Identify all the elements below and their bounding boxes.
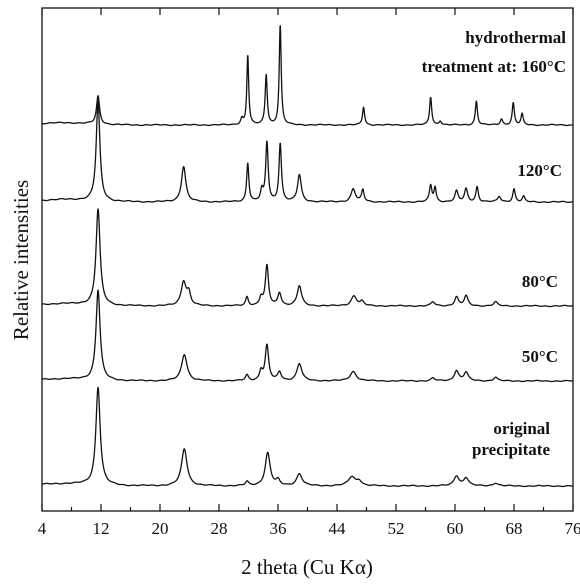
- series-label: 80°C: [522, 272, 558, 291]
- x-tick-label: 28: [211, 519, 228, 538]
- diffraction-traces: [42, 26, 573, 487]
- x-tick-label: 4: [38, 519, 47, 538]
- x-tick-label: 52: [388, 519, 405, 538]
- x-tick-label: 76: [565, 519, 580, 538]
- series-label: original: [493, 419, 550, 438]
- series-labels: original precipitate 50°C 80°C 120°C hydrothe…: [422, 28, 567, 459]
- series-label: 120°C: [517, 161, 562, 180]
- series-trace-3: [42, 209, 573, 307]
- y-axis-title: Relative intensities: [9, 180, 33, 340]
- x-tick-label: 20: [152, 519, 169, 538]
- series-label: treatment at: 160°C: [422, 57, 566, 76]
- x-axis-title: 2 theta (Cu Kα): [241, 555, 373, 579]
- series-label: hydrothermal: [465, 28, 566, 47]
- x-tick-label: 36: [270, 519, 287, 538]
- x-tick-label: 60: [447, 519, 464, 538]
- series-label: 50°C: [522, 347, 558, 366]
- x-tick-label: 68: [506, 519, 523, 538]
- x-tick-label: 12: [93, 519, 110, 538]
- x-tick-label: 44: [329, 519, 347, 538]
- series-trace-4: [42, 101, 573, 202]
- series-label: precipitate: [472, 440, 551, 459]
